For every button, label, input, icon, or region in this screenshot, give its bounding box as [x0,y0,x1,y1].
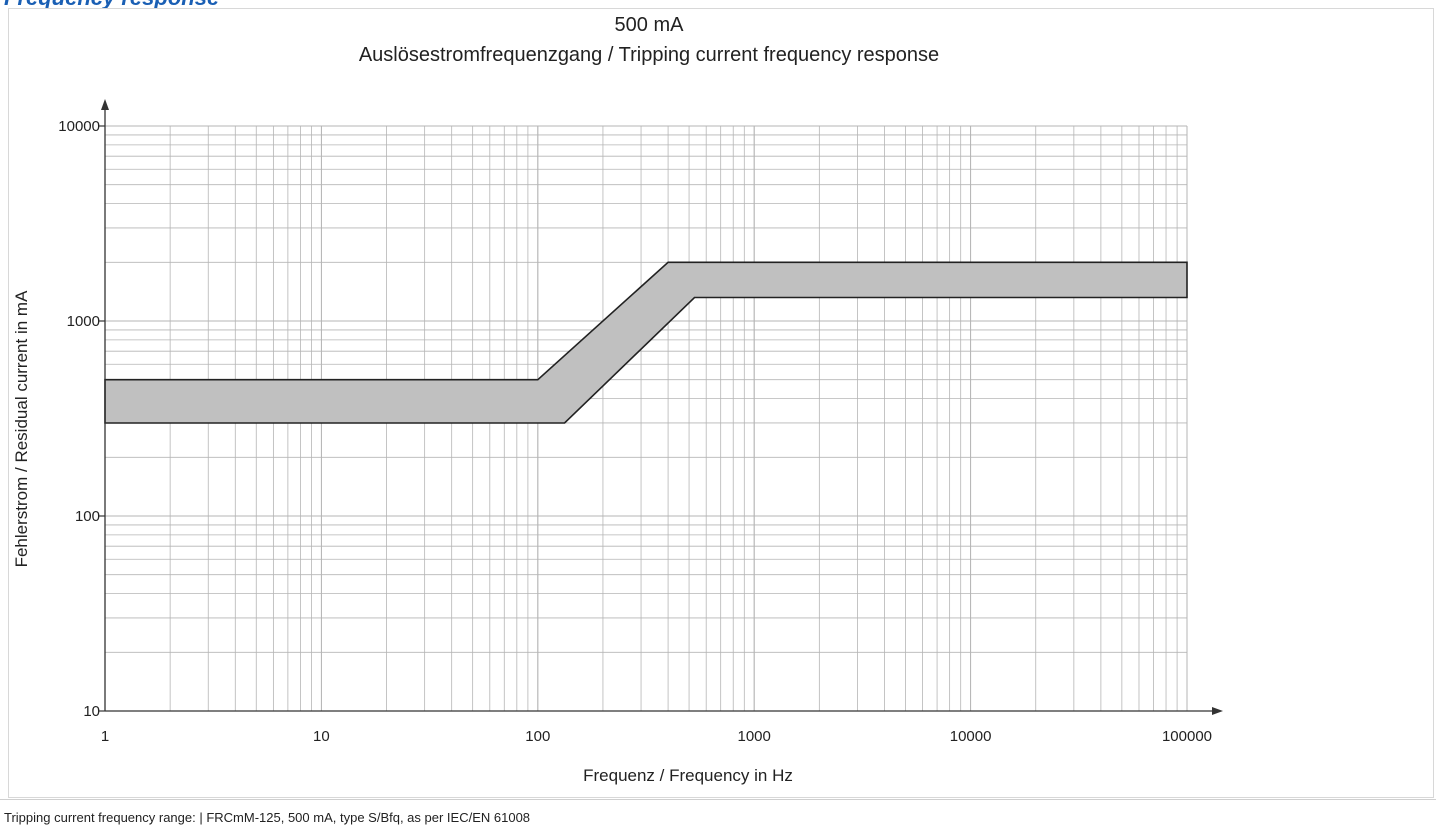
top-strip: Frequency response [0,0,1436,8]
chart-title: 500 mA [615,14,685,36]
tripping-band-area [104,261,1188,424]
chart-subtitle: Auslösestromfrequenzgang / Tripping curr… [359,44,939,66]
x-tick-label: 100000 [1162,728,1212,745]
section-heading: Frequency response [4,0,219,8]
x-tick-label: 1000 [738,728,771,745]
figure-frame: 1 10 100 1000 10000 100000 10 100 1000 10000 500 … [8,8,1434,798]
axes [101,99,1223,715]
y-tick-label: 10000 [58,118,100,135]
x-tick-label: 10000 [950,728,992,745]
caption-bar: Tripping current frequency range: | FRCm… [0,799,1436,835]
figure-caption: Tripping current frequency range: | FRCm… [4,810,531,825]
x-tick-label: 100 [525,728,550,745]
tripping-band [104,261,1188,424]
y-axis-arrow-icon [101,99,109,110]
x-tick-label: 10 [313,728,330,745]
x-axis-arrow-icon [1212,707,1223,715]
y-axis-label: Fehlerstrom / Residual current in mA [12,290,31,567]
y-tick-label: 1000 [67,313,100,330]
x-axis-label: Frequenz / Frequency in Hz [583,766,793,785]
y-tick-label: 100 [75,508,100,525]
y-tick-label: 10 [83,703,100,720]
x-tick-label: 1 [101,728,109,745]
